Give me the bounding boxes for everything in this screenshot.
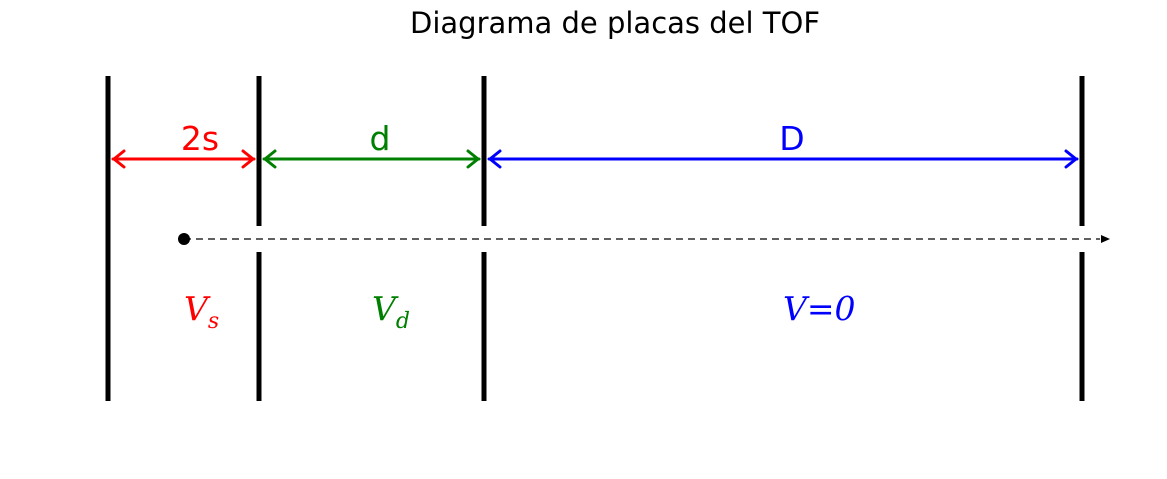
dimension-2s-arrow bbox=[111, 149, 256, 169]
region-free-symbol: V bbox=[783, 289, 810, 328]
dimension-d-arrow bbox=[262, 149, 481, 169]
diagram-title: Diagrama de placas del TOF bbox=[410, 6, 820, 40]
plates bbox=[105, 76, 1085, 401]
region-free-value: =0 bbox=[807, 289, 856, 328]
region-drift-subscript: d bbox=[396, 309, 410, 334]
dimension-D-arrow bbox=[487, 149, 1079, 169]
region-free-potential: V=0 bbox=[783, 289, 856, 328]
dimension-D-label: D bbox=[779, 119, 804, 158]
dimension-2s-label: 2s bbox=[181, 119, 219, 158]
ion-particle bbox=[178, 233, 190, 245]
region-source-potential: Vs bbox=[184, 289, 219, 334]
dimension-arrows bbox=[111, 149, 1079, 169]
region-source-symbol: V bbox=[184, 289, 211, 328]
region-drift-symbol: V bbox=[372, 289, 399, 328]
region-drift-potential: Vd bbox=[372, 289, 410, 334]
dimension-d-label: d bbox=[370, 119, 391, 158]
trajectory-arrowhead bbox=[1101, 235, 1110, 243]
ion-trajectory bbox=[178, 233, 1110, 245]
region-source-subscript: s bbox=[208, 309, 219, 334]
